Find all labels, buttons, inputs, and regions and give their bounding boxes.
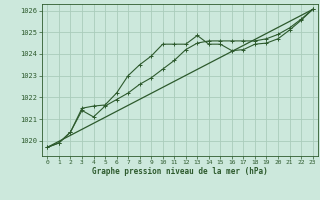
X-axis label: Graphe pression niveau de la mer (hPa): Graphe pression niveau de la mer (hPa) (92, 167, 268, 176)
